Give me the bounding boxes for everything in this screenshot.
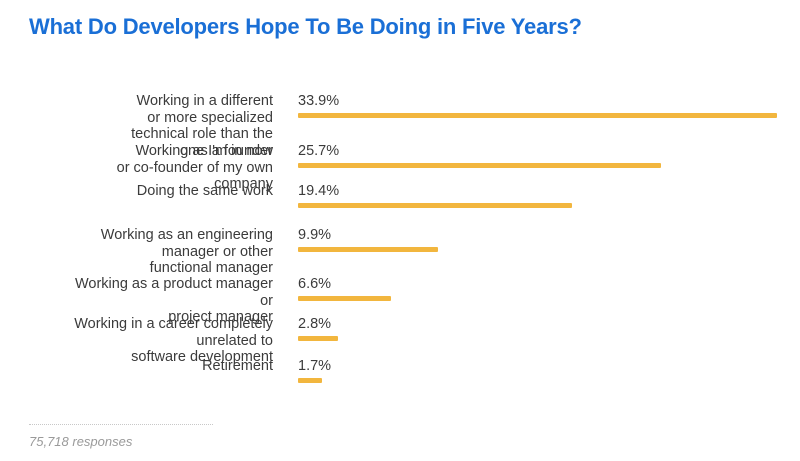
bar: [298, 203, 572, 208]
value-label: 9.9%: [298, 227, 331, 244]
category-label: Doing the same work: [3, 183, 273, 200]
bar: [298, 113, 777, 118]
response-count: 75,718 responses: [29, 434, 132, 449]
value-label: 2.8%: [298, 316, 331, 333]
value-label: 6.6%: [298, 276, 331, 293]
bar: [298, 163, 661, 168]
footnote-divider: [29, 424, 213, 425]
value-label: 33.9%: [298, 93, 339, 110]
value-label: 1.7%: [298, 358, 331, 375]
bar: [298, 296, 391, 301]
bar: [298, 247, 438, 252]
value-label: 19.4%: [298, 183, 339, 200]
value-label: 25.7%: [298, 143, 339, 160]
bar: [298, 378, 322, 383]
bar: [298, 336, 338, 341]
chart-title: What Do Developers Hope To Be Doing in F…: [29, 14, 582, 40]
category-label: Retirement: [3, 358, 273, 375]
category-label: Working as an engineering manager or othe…: [3, 227, 273, 277]
